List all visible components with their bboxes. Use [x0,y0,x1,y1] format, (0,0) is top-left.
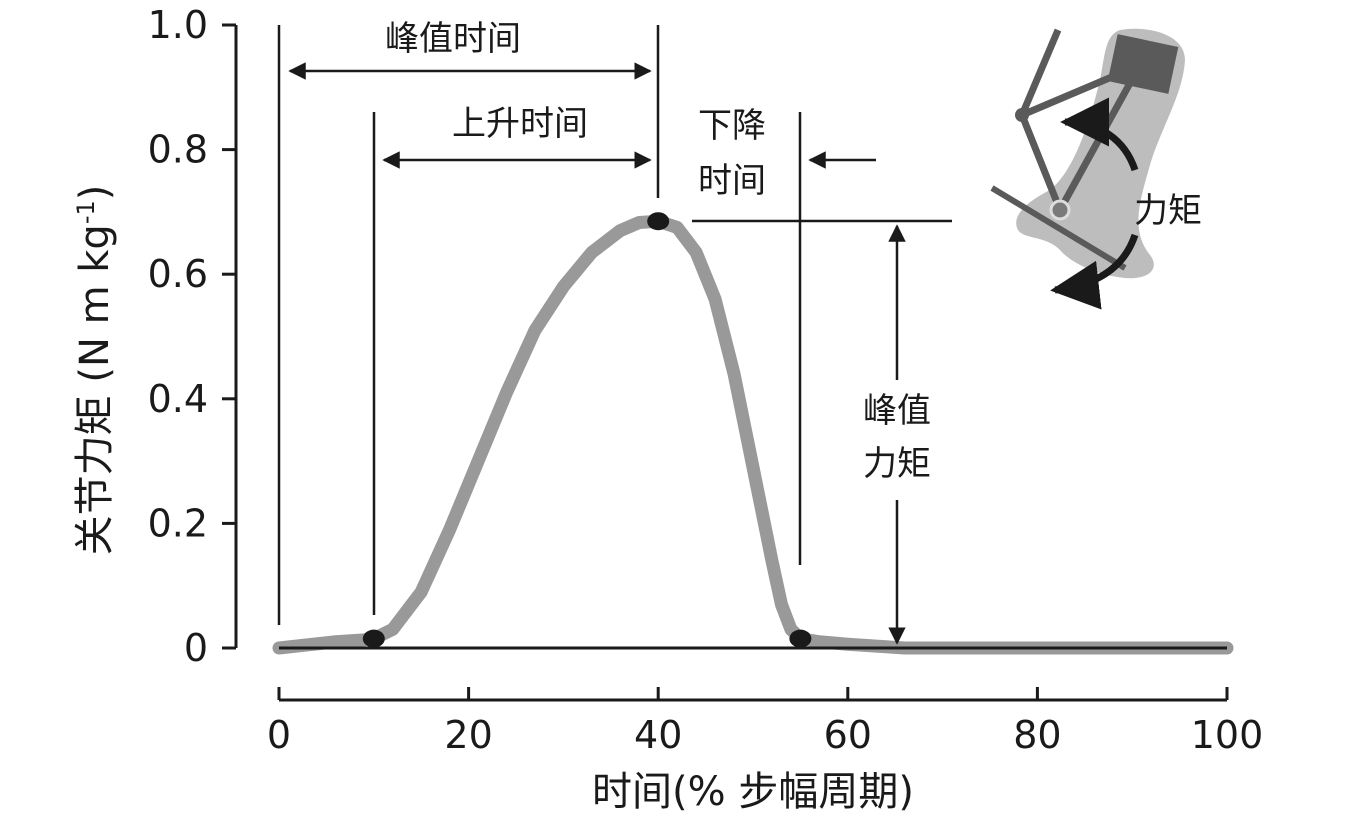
y-axis-title-main: 关节力矩 (N m kg [72,224,118,555]
cuff [1107,34,1179,94]
y-tick-label: 0.2 [148,501,208,545]
key-point-marker [647,212,670,231]
key-point-marker [789,629,812,648]
x-tick-label: 60 [824,713,872,757]
x-axis-title: 时间(% 步幅周期) [592,769,914,815]
y-tick-label: 0 [184,626,208,670]
peak-time-label: 峰值时间 [385,19,521,59]
y-axis-title: 关节力矩 (N m kg-1) [72,185,118,556]
frame-bar-3 [1020,61,1142,119]
frame-bar-1 [1018,28,1062,117]
y-ticks: 0 0.2 0.4 0.6 0.8 1.0 [148,3,236,670]
moment-arrow-upper [1060,97,1139,172]
key-points-layer [362,212,812,648]
moment-curve [272,214,1234,655]
y-axis: 0 0.2 0.4 0.6 0.8 1.0 [148,3,238,670]
x-tick-label: 20 [444,713,492,757]
series-layer [272,214,1234,655]
y-tick-label: 1.0 [148,3,208,47]
x-tick-label: 0 [267,713,291,757]
frame-bar-2 [1018,113,1064,212]
x-tick-label: 100 [1191,713,1264,757]
rise-time-label: 上升时间 [452,104,588,144]
y-tick-label: 0.4 [148,377,208,421]
moment-label: 力矩 [1134,191,1202,231]
moment-arrow-lower [1050,233,1139,310]
y-axis-title-superscript: -1 [72,200,100,224]
fall-time-label-line1: 下降 [698,106,766,146]
x-tick-label: 40 [634,713,682,757]
y-tick-label: 0.6 [148,252,208,296]
frame-bar-5 [990,185,1127,271]
fall-time-label-line2: 时间 [698,161,766,201]
joint-hinge-upper [1015,108,1029,122]
key-point-marker [362,629,385,648]
x-tick-label: 80 [1013,713,1061,757]
joint-hinge [1049,199,1071,221]
y-tick-label: 0.8 [148,128,208,172]
peak-moment-label-line1: 峰值 [863,391,931,431]
x-axis: 0 20 40 60 80 100 [267,687,1263,757]
x-ticks: 0 20 40 60 80 100 [267,687,1263,757]
peak-moment-label-line2: 力矩 [863,444,931,484]
ankle-joint-illustration: 力矩 [990,28,1202,310]
y-axis-title-close: ) [72,185,118,201]
annotation-layer: 峰值时间 上升时间 下降 时间 峰值 力矩 [277,19,952,645]
